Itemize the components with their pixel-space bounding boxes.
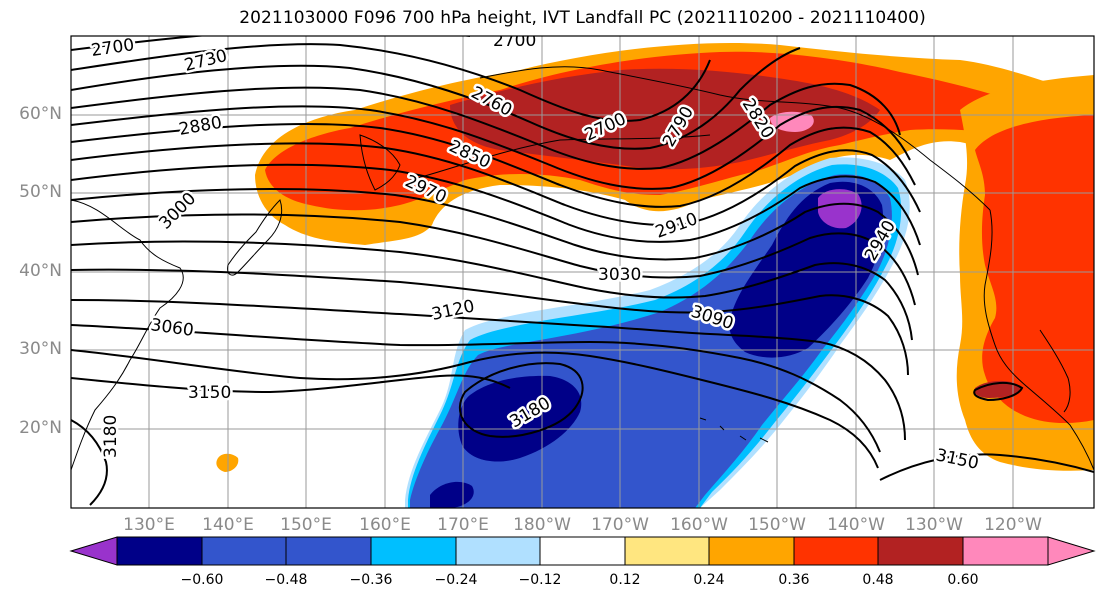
contour-2910 [71,163,921,246]
colorbar-segment [285,536,372,566]
colorbar-segment [962,536,1049,566]
contour-2730 [71,43,711,122]
positive-anomaly-shading [216,42,1094,472]
lon-label: 180°W [513,515,571,535]
east-asia-coastline [71,199,184,471]
contour-2940 [71,187,919,276]
colorbar-tick-label: −0.36 [349,572,393,588]
lon-label: 160°E [359,515,411,535]
contour-2820 [71,105,911,190]
aleutian-arc [409,134,711,181]
lon-label: 120°W [984,515,1042,535]
colorbar-segment [877,536,964,566]
contour-3030 [71,268,909,376]
map-title: 2021103000 F096 700 hPa height, IVT Land… [239,8,926,28]
lon-label: 140°W [827,515,885,535]
colorbar-right-extension [1047,536,1096,566]
contour-3180-closed [459,362,584,438]
lon-label: 130°E [123,515,175,535]
subtropical-navy-blob [458,375,582,462]
lon-label: 140°E [202,515,254,535]
contour-3180-west [71,419,108,506]
alaska-purple [818,189,862,229]
colorbar-segment [793,536,879,566]
contour-2880 [71,142,921,227]
north-pacific-plume-darkred [450,68,880,170]
lat-label: 40°N [19,261,62,281]
contour-label: 2700 [493,31,536,51]
colorbar-left-extension [69,536,118,566]
colorbar-segment [539,536,626,566]
contour-label: 3150 [188,383,231,403]
lat-label: 60°N [19,104,62,124]
east-asia-small-orange [216,453,239,472]
contour-3000 [71,240,913,341]
lon-label: 150°E [280,515,332,535]
colorbar-tick-label: 0.24 [693,572,725,588]
hawaii-islands [699,417,769,443]
contour-2970 [71,213,916,306]
colorbar-tick-label: 0.12 [609,572,641,588]
contour-2700-top [71,36,470,51]
gulf-of-alaska-pink [770,111,814,132]
us-west-coast-red [975,115,1094,424]
contour-3150 [71,374,1094,481]
alaska-coastline [479,66,991,211]
baja-coastline [1039,329,1071,413]
colorbar-tick-label: 0.48 [862,572,894,588]
contour-2850 [71,122,916,208]
contour-2760 [71,47,801,150]
north-america-west-coast [983,209,1094,471]
colorbar-segment [624,536,710,566]
lon-label: 150°W [748,515,806,535]
colorbar-segment [455,536,541,566]
colorbar-segment [201,536,287,566]
colorbar [69,536,1096,566]
height-contours [71,36,1094,506]
colorbar-tick-label: −0.12 [518,572,562,588]
lon-label: 130°W [905,515,963,535]
colorbar-tick-label: −0.60 [180,572,224,588]
contour-3120 [71,349,879,469]
colorbar-tick-label: 0.60 [947,572,979,588]
colorbar-segment [708,536,795,566]
colorbar-tick-label: −0.48 [264,572,308,588]
map-panel: 2700 2730 2700 2760 2700 2880 2850 2790 … [71,31,1094,508]
colorbar-segment [370,536,457,566]
contour-label: 3180 [101,415,121,458]
contour-2790 [71,82,901,170]
contour-label: 3030 [598,265,641,285]
contour-mexico-closed [973,382,1024,402]
lat-label: 30°N [19,339,62,359]
negative-anomaly-shading [405,157,910,508]
lon-label: 160°W [670,515,728,535]
colorbar-tick-label: 0.36 [778,572,810,588]
kamchatka-coastline [359,134,401,191]
lon-label: 170°E [437,515,489,535]
colorbar-segment [116,536,203,566]
lat-label: 50°N [19,182,62,202]
contour-3090 [71,324,881,453]
contour-3060 [71,299,906,441]
colorbar-tick-label: −0.24 [434,572,478,588]
map-frame [70,35,1095,509]
lon-label: 170°W [591,515,649,535]
lat-label: 20°N [19,418,62,438]
